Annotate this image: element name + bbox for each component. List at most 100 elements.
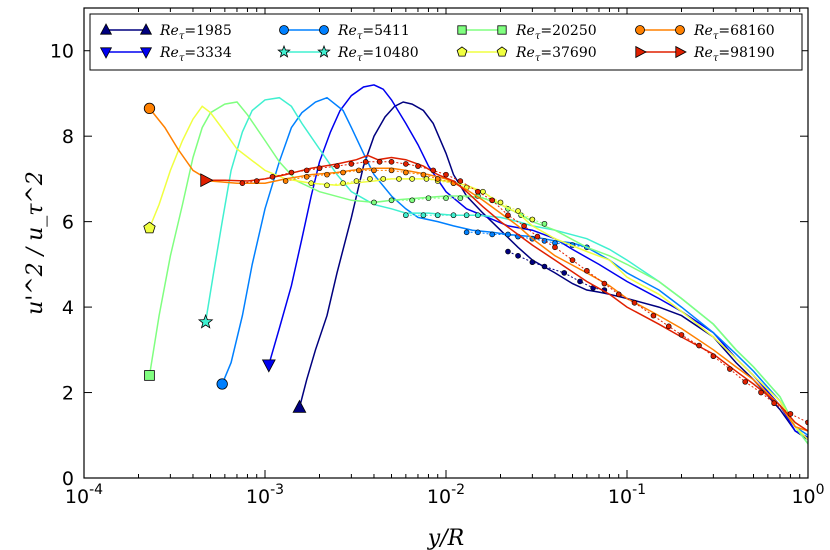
data-point-marker (197, 313, 214, 329)
data-point (475, 188, 481, 195)
data-point (758, 389, 764, 396)
data-point (388, 159, 395, 165)
data-point (371, 199, 377, 206)
y-tick-label: 6 (62, 212, 74, 234)
data-point (552, 244, 558, 251)
legend-label: Reτ=1985 (159, 23, 232, 42)
data-point (388, 167, 395, 174)
data-point-marker (216, 378, 228, 390)
data-point (541, 238, 548, 244)
series-end-markers (143, 102, 307, 413)
legend-item-98190: Reτ=98190 (635, 45, 775, 64)
legend-item-1985: Reτ=1985 (99, 23, 232, 42)
legend-marker (675, 25, 685, 35)
legend-marker (99, 23, 113, 35)
data-point (353, 178, 360, 184)
data-point (269, 173, 276, 180)
data-point (340, 180, 346, 186)
data-point (388, 197, 395, 204)
legend: Reτ=1985 Reτ=3334 Reτ=5411 Reτ=10480 Reτ=202… (89, 13, 803, 71)
data-point (371, 167, 377, 174)
legend-marker (139, 47, 153, 59)
series-20250 (148, 101, 808, 445)
series-68160 (148, 107, 808, 432)
series-3334 (268, 84, 808, 439)
data-point (534, 233, 541, 240)
series-line (221, 96, 808, 436)
x-tick-label: 10-2 (427, 482, 465, 508)
legend-item-10480: Reτ=10480 (277, 44, 419, 64)
data-point (577, 278, 583, 285)
data-point (463, 212, 470, 219)
legend-marker (279, 25, 289, 35)
legend-item-5411: Reτ=5411 (279, 23, 410, 42)
legend-label: Reτ=3334 (159, 45, 232, 64)
legend-marker (635, 45, 647, 59)
data-point (515, 253, 521, 259)
data-point (771, 400, 777, 407)
data-point (420, 212, 427, 219)
data-point (727, 366, 733, 372)
data-point-marker (261, 359, 276, 373)
data-point (423, 176, 430, 182)
series-line (204, 96, 808, 445)
series-37690 (148, 105, 808, 441)
data-point (450, 212, 457, 219)
y-tick-label: 10 (50, 41, 74, 63)
legend-marker (497, 25, 507, 35)
data-point (253, 178, 260, 184)
legend-marker (635, 25, 645, 35)
legend-label: Reτ=68160 (693, 23, 775, 42)
series-98190 (205, 154, 808, 432)
data-point (356, 167, 362, 174)
data-point (334, 163, 340, 169)
series-line (298, 101, 808, 441)
legend-marker (317, 44, 331, 58)
x-tick-label: 10-4 (65, 482, 103, 508)
data-point (615, 291, 622, 298)
data-point-marker (292, 399, 307, 413)
data-point (403, 161, 409, 167)
y-tick-label: 0 (62, 468, 74, 490)
data-point-marker (200, 173, 214, 188)
y-tick-label: 8 (62, 126, 74, 148)
series-line (148, 101, 808, 445)
data-point (415, 163, 421, 169)
data-point (316, 165, 323, 172)
data-point (742, 379, 749, 385)
legend-item-3334: Reτ=3334 (99, 45, 232, 64)
legend-marker (319, 25, 329, 35)
x-tick-label: 10-1 (608, 482, 646, 508)
data-point (505, 212, 511, 219)
data-point (409, 197, 415, 204)
data-point (529, 216, 536, 223)
data-point (425, 195, 432, 201)
data-point (521, 223, 527, 229)
data-point (475, 212, 481, 219)
data-point (569, 257, 576, 263)
y-axis-label: u'^2 / u_τ^2 (23, 171, 48, 315)
data-point (367, 176, 373, 182)
axis-ticks: 10-4 10-3 10-2 10-1 100 0 2 4 6 8 10 (50, 8, 825, 508)
data-point (288, 169, 295, 176)
data-point (665, 323, 672, 330)
data-point (380, 176, 387, 182)
data-point (505, 231, 511, 238)
y-tick-label: 2 (62, 383, 74, 405)
series-dotted-line (242, 161, 808, 423)
series-line (148, 105, 808, 441)
legend-marker (496, 46, 508, 57)
data-point (396, 176, 402, 182)
data-point (430, 167, 437, 174)
series-dotted-line (311, 178, 533, 220)
series-1985 (298, 101, 808, 441)
data-point (710, 353, 717, 360)
y-tick-label: 4 (62, 297, 74, 319)
data-point-marker (143, 221, 156, 234)
data-point (457, 178, 464, 184)
legend-marker (139, 23, 153, 35)
legend-marker (457, 25, 467, 35)
data-point (362, 159, 369, 165)
data-point-marker (144, 370, 155, 381)
